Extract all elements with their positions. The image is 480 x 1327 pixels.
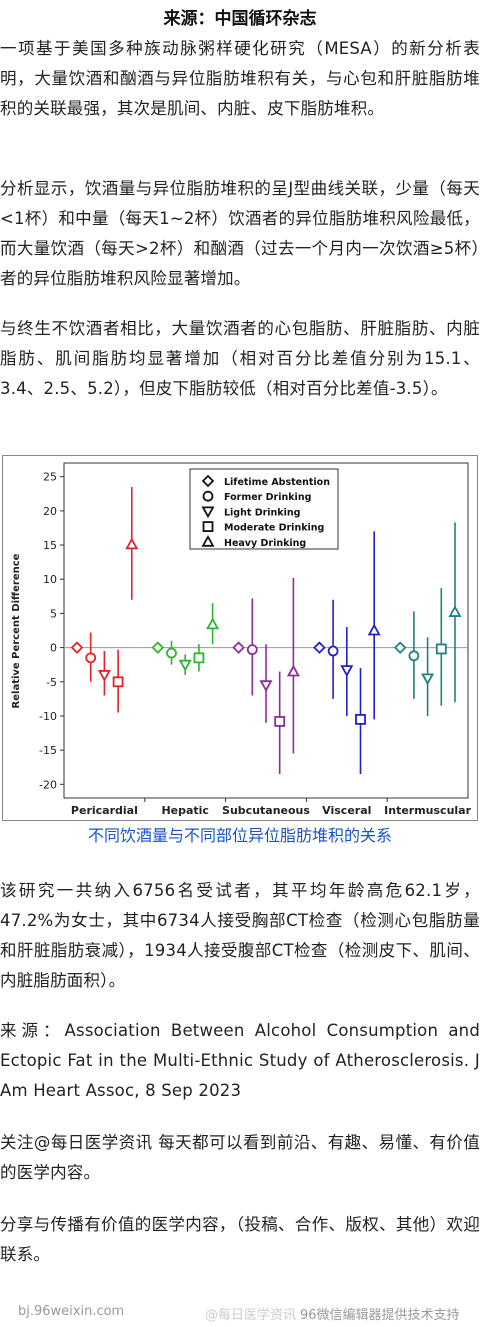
data-point [355,713,366,725]
legend-label: Heavy Drinking [224,538,306,549]
data-point [178,659,192,672]
y-axis-label: Relative Percent Difference [11,553,22,708]
legend-label: Moderate Drinking [224,523,324,534]
data-point [340,665,354,678]
y-tick-label: -15 [39,744,57,757]
y-tick-label: -5 [46,676,57,689]
paragraph-intro: 一项基于美国多种族动脉粥样硬化研究（MESA）的新分析表明，大量饮酒和酗酒与异位… [0,39,480,118]
data-point [85,652,97,664]
legend-marker [202,521,214,532]
footer-watermark: @每日医学资讯 [205,1308,297,1323]
figure-chart: 25 20 15 10 5 0 -5 -10 -15 -20 Pericardial Hepatic… [2,455,478,821]
data-point [97,670,111,682]
data-point [367,623,381,636]
figure-caption: 不同饮酒量与不同部位异位脂肪堆积的关系 [87,826,392,845]
legend-marker [201,474,215,488]
paragraph-share: 分享与传播有价值的医学内容，（投稿、合作、版权、其他）欢迎联系。 [0,1215,480,1264]
source-title: 来源：中国循环杂志 [163,9,317,29]
x-category-label: Pericardial [71,804,138,817]
data-point [166,647,177,659]
legend-box [189,468,339,550]
data-point [286,664,300,677]
data-point [112,676,124,688]
data-point [70,641,84,654]
paragraph-reference: 来源：Association Between Alcohol Consumpti… [0,1021,480,1100]
group-pericardial [70,486,139,713]
paragraph-analysis: 分析显示，饮酒量与异位脂肪堆积的呈J型曲线关联，少量（每天<1杯）和中量（每天1… [0,179,480,288]
x-category-label: Visceral [322,804,371,817]
legend-marker [201,534,215,547]
y-tick-label: 25 [43,471,57,484]
footer-site-link[interactable]: bj.96weixin.com [18,1304,125,1319]
paragraph-follow: 关注@每日医学资讯 每天都可以看到前沿、有趣、易懂、有价值的医学内容。 [0,1133,480,1182]
paragraph-comparison: 与终生不饮酒者相比，大量饮酒者的心包脂肪、肝脏脂肪、内脏脂肪、肌间脂肪均显著增加… [0,319,480,398]
data-point [259,680,273,693]
data-point [421,673,435,686]
data-point [193,652,205,664]
data-point [435,643,447,655]
data-point [448,605,462,617]
legend-label: Light Drinking [224,507,300,518]
y-tick-label: 10 [43,573,57,586]
data-point [327,645,339,657]
group-intermuscular [393,522,462,716]
data-point [408,650,420,662]
y-tick-label: 20 [43,505,57,518]
group-subcutaneous [232,577,300,775]
y-tick-label: -10 [39,710,57,723]
legend-label: Former Drinking [224,492,311,503]
plot-area [63,462,469,799]
y-tick-label: 15 [43,539,57,552]
data-point [125,537,139,550]
group-hepatic [151,603,220,675]
data-point [393,641,407,654]
group-visceral [313,531,381,775]
y-tick-label: 0 [50,642,57,655]
chart-svg: 25 20 15 10 5 0 -5 -10 -15 -20 Pericardial Hepatic… [2,455,478,821]
x-category-label: Subcutaneous [222,804,310,817]
data-point [206,617,220,630]
data-point [151,641,165,654]
y-tick-label: 5 [50,607,57,620]
x-category-label: Hepatic [161,804,209,817]
y-tick-label: -20 [39,778,57,791]
x-category-label: Intermuscular [384,804,471,817]
legend-marker [201,506,215,519]
legend-label: Lifetime Abstention [224,477,330,488]
legend-marker [202,490,214,502]
footer: bj.96weixin.com @每日医学资讯 96微信编辑器提供技术支持 [0,1296,480,1327]
data-point [274,716,286,727]
data-point [313,641,326,654]
paragraph-study-design: 该研究一共纳入6756名受试者，其平均年龄高危62.1岁，47.2%为女士，其中… [0,881,480,990]
data-point [232,641,245,654]
data-point [246,644,258,656]
footer-credit: 96微信编辑器提供技术支持 [300,1308,460,1323]
